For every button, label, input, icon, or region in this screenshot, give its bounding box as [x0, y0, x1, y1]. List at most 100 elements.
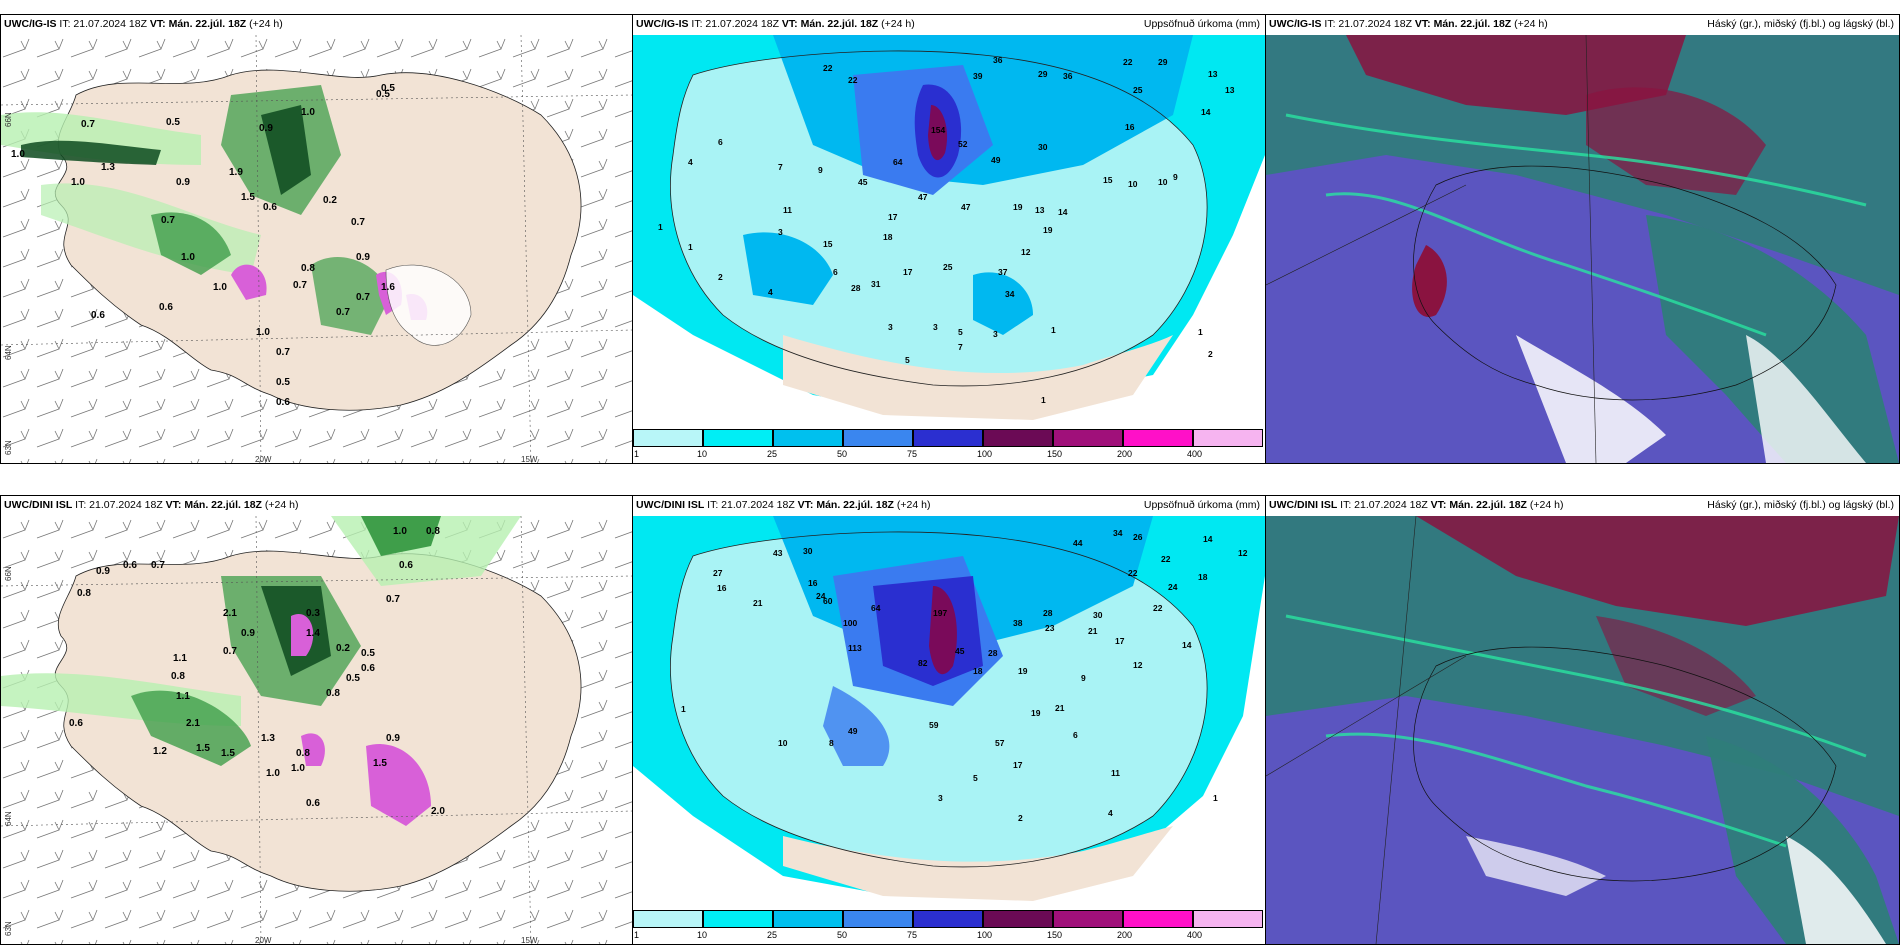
map-label: 1.0 — [256, 327, 270, 338]
colorbar-tick-label: 200 — [1117, 930, 1133, 940]
map-label: 0.8 — [296, 748, 310, 759]
wind-precip-map: 0.5 0.7 0.5 0.9 1.0 0.9 1.0 1.3 0.7 0.6 … — [1, 35, 632, 463]
map-label: 5 — [973, 773, 978, 783]
map-label: 49 — [991, 155, 1001, 165]
map-label: 0.9 — [386, 733, 400, 744]
map-label: 52 — [958, 139, 968, 149]
map-label: 1 — [681, 704, 686, 714]
map-label: 2.0 — [431, 806, 445, 817]
panel-title: UWC/IG-IS IT: 21.07.2024 18Z VT: Mán. 22… — [636, 18, 915, 30]
panel-bot-left: UWC/DINI ISL IT: 21.07.2024 18Z VT: Mán.… — [0, 495, 633, 945]
colorbar-swatch — [703, 429, 773, 447]
map-label: 2 — [718, 272, 723, 282]
map-label: 0.6 — [69, 718, 83, 729]
map-label: 43 — [773, 548, 783, 558]
map-label: 0.5 — [276, 377, 290, 388]
map-label: 12 — [1238, 548, 1248, 558]
map-label: 1.5 — [373, 758, 387, 769]
map-label: 0.6 — [399, 560, 413, 571]
colorbar-tick-label: 75 — [907, 449, 918, 459]
colorbar-swatch — [703, 910, 773, 928]
map-label: 154 — [931, 125, 945, 135]
map-label: 6 — [718, 137, 723, 147]
map-label: 45 — [858, 177, 868, 187]
colorbar-tick-label: 50 — [837, 449, 848, 459]
map-label: 16 — [1125, 122, 1135, 132]
lon-label: 20W — [255, 936, 272, 945]
panel-bot-right: UWC/DINI ISL IT: 21.07.2024 18Z VT: Mán.… — [1265, 495, 1900, 945]
map-label: 0.8 — [171, 671, 185, 682]
map-label: 22 — [1153, 603, 1163, 613]
map-label: 1 — [1198, 327, 1203, 337]
map-label: 10 — [778, 738, 788, 748]
map-label: 0.6 — [91, 310, 105, 321]
map-label: 23 — [1045, 623, 1055, 633]
map-label: 29 — [1038, 69, 1048, 79]
wind-precip-map: 0.9 0.6 0.7 0.8 1.0 0.8 0.6 0.7 2.1 0.3 … — [1, 516, 632, 944]
map-label: 5 — [958, 327, 963, 337]
panel-title: UWC/DINI ISL IT: 21.07.2024 18Z VT: Mán.… — [1269, 499, 1564, 511]
map-label: 8 — [829, 738, 834, 748]
map-label: 22 — [1123, 57, 1133, 67]
map-label: 28 — [1043, 608, 1053, 618]
map-label: 2 — [1208, 349, 1213, 359]
map-label: 59 — [929, 720, 939, 730]
precip-map: 22 22 39 36 29 36 22 29 25 13 14 16 13 1… — [633, 35, 1265, 429]
map-label: 18 — [883, 232, 893, 242]
map-label: 17 — [903, 267, 913, 277]
colorbar-tick-label: 200 — [1117, 449, 1133, 459]
map-label: 3 — [993, 329, 998, 339]
panel-title: UWC/IG-IS IT: 21.07.2024 18Z VT: Mán. 22… — [4, 18, 283, 30]
panel-right-title: Uppsöfnuð úrkoma (mm) — [1143, 499, 1260, 511]
map-label: 0.7 — [386, 594, 400, 605]
map-label: 30 — [803, 546, 813, 556]
map-label: 6 — [1073, 730, 1078, 740]
colorbar-swatch — [633, 429, 703, 447]
map-label: 49 — [848, 726, 858, 736]
map-label: 29 — [1158, 57, 1168, 67]
map-label: 7 — [778, 162, 783, 172]
map-label: 1.1 — [173, 653, 187, 664]
map-label: 3 — [778, 227, 783, 237]
colorbar-swatch — [983, 429, 1053, 447]
map-label: 1.5 — [221, 748, 235, 759]
panel-top-left: UWC/IG-IS IT: 21.07.2024 18Z VT: Mán. 22… — [0, 14, 633, 464]
colorbar-swatch — [1123, 910, 1193, 928]
map-label: 64 — [893, 157, 903, 167]
map-label: 22 — [1128, 568, 1138, 578]
map-label: 6 — [833, 267, 838, 277]
map-label: 12 — [1133, 660, 1143, 670]
map-label: 34 — [1113, 528, 1123, 538]
lat-label: 64N — [4, 345, 13, 360]
map-label: 12 — [1021, 247, 1031, 257]
map-label: 1.0 — [301, 107, 315, 118]
colorbar-swatch — [913, 429, 983, 447]
map-label: 30 — [1038, 142, 1048, 152]
map-label: 0.6 — [306, 798, 320, 809]
map-label: 3 — [938, 793, 943, 803]
map-label: 22 — [848, 75, 858, 85]
cloud-cover-map — [1266, 35, 1899, 463]
map-label: 0.9 — [96, 566, 110, 577]
map-label: 0.3 — [306, 608, 320, 619]
colorbar-tick-label: 1 — [634, 930, 640, 940]
lat-label: 64N — [4, 811, 13, 826]
map-label: 1.3 — [261, 733, 275, 744]
colorbar-swatch — [1053, 429, 1123, 447]
map-label: 0.2 — [336, 643, 350, 654]
map-label: 0.9 — [241, 628, 255, 639]
map-label: 14 — [1201, 107, 1211, 117]
map-label: 27 — [713, 568, 723, 578]
map-label: 1.3 — [101, 162, 115, 173]
map-label: 31 — [871, 279, 881, 289]
panel-top-mid: UWC/IG-IS IT: 21.07.2024 18Z VT: Mán. 22… — [632, 14, 1266, 464]
panel-bot-mid: UWC/DINI ISL IT: 21.07.2024 18Z VT: Mán.… — [632, 495, 1266, 945]
map-label: 0.8 — [426, 526, 440, 537]
map-label: 1.0 — [393, 526, 407, 537]
map-label: 9 — [1173, 172, 1178, 182]
colorbar-tick-label: 50 — [837, 930, 848, 940]
map-label: 39 — [973, 71, 983, 81]
colorbar-swatch — [913, 910, 983, 928]
map-label: 7 — [958, 342, 963, 352]
map-label: 0.8 — [326, 688, 340, 699]
